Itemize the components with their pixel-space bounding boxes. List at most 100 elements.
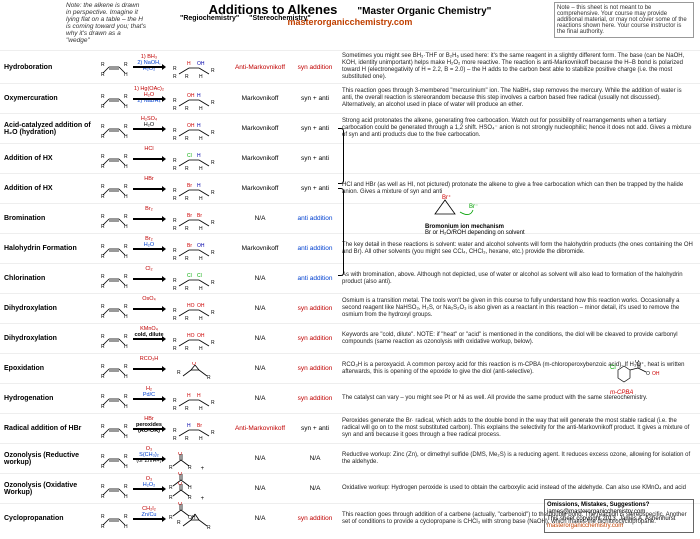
reaction-name: Cyclopropanation	[4, 515, 99, 522]
svg-text:R: R	[124, 514, 128, 520]
reaction-name: Chlorination	[4, 275, 99, 282]
svg-text:O: O	[192, 362, 196, 367]
stereo-cell: anti addition	[291, 215, 339, 222]
reaction-row: Dihydroxylation R R R H KMnO₄cold, dilut…	[0, 323, 700, 353]
perspective-note: Note: the alkene is drawn in perspective…	[6, 2, 146, 44]
alkene-icon: R R R H	[101, 334, 129, 346]
svg-text:H: H	[199, 286, 203, 292]
svg-text:R: R	[101, 454, 105, 460]
reaction-scheme: R R R H Br₂H₂O Br OH R H R R R	[99, 236, 229, 262]
svg-text:Br⁺: Br⁺	[442, 194, 451, 201]
reaction-scheme: R R R H Cl₂ Cl Cl R H R R R	[99, 266, 229, 292]
alkene-icon: R R R H	[101, 424, 129, 436]
reaction-name: Hydrogenation	[4, 395, 99, 402]
product-icon: HO OH R H R R R	[169, 332, 219, 350]
reaction-scheme: R R R H HBrperoxides(RO-OR) H Br R H R R…	[99, 416, 229, 442]
arrow-icon	[133, 338, 163, 340]
regio-cell: N/A	[229, 365, 291, 372]
notes-cell: Keywords are "cold, dilute". NOTE: if "h…	[339, 331, 696, 347]
regio-cell: N/A	[229, 515, 291, 522]
reaction-name: Ozonolysis (Oxidative Workup)	[4, 482, 99, 496]
reagents-label: H₂Pd/C	[132, 386, 166, 398]
svg-text:R: R	[185, 166, 189, 172]
regio-cell: N/A	[229, 275, 291, 282]
reaction-row: Epoxidation R R R H RCO₃H O RR N/A syn a…	[0, 353, 700, 383]
svg-text:R: R	[124, 364, 128, 370]
alkene-icon: R R R H	[101, 214, 129, 226]
product-icon: HO OH R H R R R	[169, 302, 219, 320]
svg-text:Br: Br	[187, 183, 192, 189]
reaction-row: Addition of HX R R R H HBr Br H R H R R …	[0, 173, 700, 203]
svg-text:Br⁻: Br⁻	[469, 204, 478, 210]
svg-text:H: H	[199, 74, 203, 80]
svg-text:R: R	[101, 124, 105, 130]
reagents-label: HCl	[132, 146, 166, 152]
svg-text:R: R	[211, 430, 215, 436]
reaction-name: Epoxidation	[4, 365, 99, 372]
svg-text:R: R	[185, 136, 189, 142]
svg-text:R: R	[211, 190, 215, 196]
svg-text:R: R	[173, 346, 177, 352]
reaction-scheme: R R R H RCO₃H O RR	[99, 356, 229, 382]
svg-text:R: R	[173, 196, 177, 202]
svg-text:H: H	[124, 404, 128, 408]
svg-text:Br: Br	[187, 243, 192, 249]
stereo-cell: N/A	[291, 455, 339, 462]
svg-text:R: R	[124, 214, 128, 220]
svg-text:H: H	[124, 254, 128, 258]
stereo-cell: syn + anti	[291, 95, 339, 102]
svg-text:R: R	[173, 158, 177, 164]
reagents-label: H₂SO₄H₂O	[132, 116, 166, 128]
svg-text:H: H	[124, 524, 128, 528]
svg-text:H: H	[199, 436, 203, 442]
svg-text:R: R	[185, 346, 189, 352]
svg-text:H: H	[199, 346, 203, 352]
svg-text:OH: OH	[652, 371, 660, 377]
product-icon: O R R + O R H	[169, 452, 219, 470]
svg-text:R: R	[211, 250, 215, 256]
disclaimer-note: Note – this sheet is not meant to be com…	[554, 2, 694, 38]
notes-cell: The key detail in these reactions is sol…	[339, 241, 696, 257]
reaction-name: Hydroboration	[4, 64, 99, 71]
svg-text:R: R	[185, 436, 189, 442]
svg-text:R: R	[101, 314, 105, 318]
reaction-row: Acid-catalyzed addition of H₂O (hydratio…	[0, 113, 700, 143]
svg-text:H: H	[199, 196, 203, 202]
svg-text:H: H	[124, 374, 128, 378]
alkene-icon: R R R H	[101, 484, 129, 496]
svg-text:H: H	[124, 134, 128, 138]
svg-text:R: R	[177, 520, 181, 526]
reaction-row: Oxymercuration R R R H 1) Hg(OAc)₂H₂O2) …	[0, 83, 700, 113]
svg-text:H: H	[197, 183, 201, 189]
footer-email[interactable]: james@masterorganicchemistry.com	[547, 509, 691, 516]
notes-cell: Peroxides generate the Br· radical, whic…	[339, 417, 696, 440]
svg-text:R: R	[207, 375, 211, 381]
svg-text:R: R	[101, 284, 105, 288]
svg-text:R: R	[185, 286, 189, 292]
alkene-icon: R R R H	[101, 154, 129, 166]
svg-text:H: H	[124, 314, 128, 318]
product-icon: Cl H R H R R R	[169, 152, 219, 170]
svg-text:R: R	[173, 398, 177, 404]
regio-cell: Anti-Markovnikoff	[229, 425, 291, 432]
reaction-name: Dihydroxylation	[4, 335, 99, 342]
alkene-icon: R R R H	[101, 62, 129, 74]
svg-text:R: R	[101, 164, 105, 168]
alkene-icon: R R R H	[101, 94, 129, 106]
svg-text:R: R	[211, 340, 215, 346]
regio-cell: N/A	[229, 305, 291, 312]
arrow-icon	[133, 278, 163, 280]
svg-text:R: R	[211, 280, 215, 286]
svg-text:H: H	[197, 93, 201, 99]
notes-cell	[339, 158, 696, 160]
svg-text:R: R	[101, 484, 105, 490]
alkene-icon: R R R H	[101, 244, 129, 256]
svg-text:Cl: Cl	[187, 273, 192, 279]
product-icon: Cl Cl R H R R R	[169, 272, 219, 290]
svg-text:Br: Br	[187, 213, 192, 219]
arrow-icon	[133, 518, 163, 520]
footer-link[interactable]: masterorganicchemistry.com	[547, 523, 691, 530]
svg-text:R: R	[211, 220, 215, 226]
header: Note: the alkene is drawn in perspective…	[0, 0, 700, 44]
svg-text:HO: HO	[187, 303, 195, 309]
